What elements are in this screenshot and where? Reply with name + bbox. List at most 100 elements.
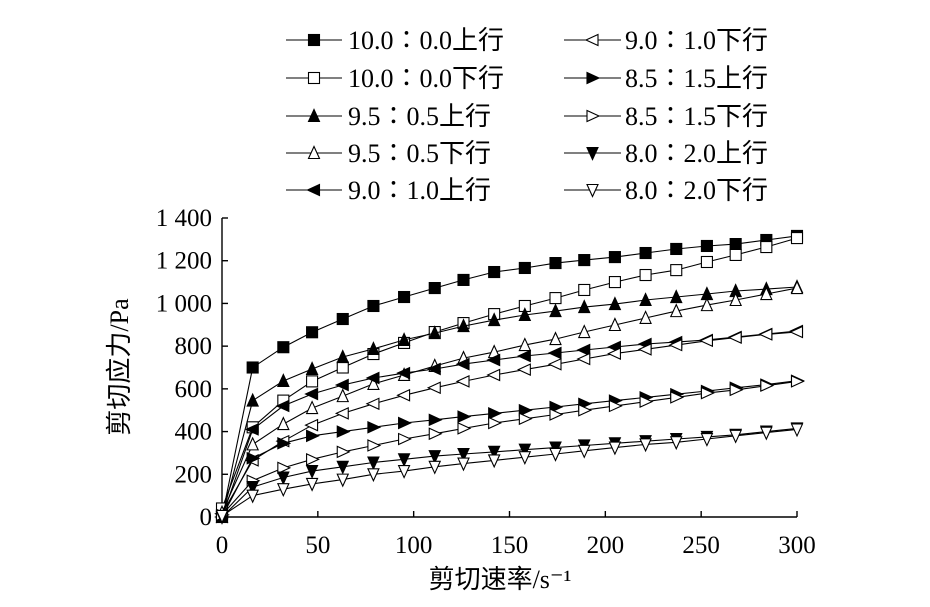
series-4-point-19 xyxy=(790,280,804,295)
series-4-point-16 xyxy=(700,297,714,312)
series-10-point-9 xyxy=(487,454,501,469)
y-tick-label: 600 xyxy=(175,376,213,403)
series-10-point-7 xyxy=(428,460,442,475)
series-1-point-4 xyxy=(336,312,349,326)
series-7-point-1 xyxy=(246,451,261,465)
series-4-point-10 xyxy=(518,337,532,352)
series-6-point-15 xyxy=(668,338,683,352)
series-10-line xyxy=(221,428,798,517)
series-5-point-12 xyxy=(576,343,591,357)
series-5-point-2 xyxy=(275,399,290,413)
x-tick-label: 50 xyxy=(305,532,330,559)
legend-entry: 10.0∶0.0下行 xyxy=(286,64,504,93)
series-4-point-11 xyxy=(549,331,562,346)
legend-label: 8.0∶2.0上行 xyxy=(625,139,768,168)
series-6 xyxy=(214,325,804,521)
series-10-point-12 xyxy=(577,444,591,459)
legend-marker xyxy=(307,71,321,85)
legend-marker xyxy=(584,33,599,47)
legend-marker xyxy=(307,108,321,123)
legend-entry: 9.5∶0.5下行 xyxy=(286,139,491,168)
series-7-point-10 xyxy=(518,403,533,417)
legend: 10.0∶0.0上行 10.0∶0.0下行 9.5∶0.5上行 9.5∶0.5下行 9.… xyxy=(286,26,768,205)
legend-label: 10.0∶0.0下行 xyxy=(348,64,504,93)
series-3-point-8 xyxy=(457,318,470,333)
series-10-point-1 xyxy=(246,489,260,504)
legend-entry: 8.5∶1.5下行 xyxy=(564,102,768,131)
series-8-point-9 xyxy=(488,416,502,430)
series-6-point-6 xyxy=(396,388,411,402)
series-6-line xyxy=(221,331,798,515)
series-2-point-13 xyxy=(608,276,621,289)
series-5-point-9 xyxy=(486,353,501,367)
series-4-point-14 xyxy=(639,310,652,325)
series-10-point-6 xyxy=(397,465,411,479)
series-6-point-16 xyxy=(699,334,713,348)
series-2-point-16 xyxy=(700,255,713,269)
y-tick-label: 800 xyxy=(175,333,213,360)
series-3-point-12 xyxy=(577,299,591,314)
series-3-point-7 xyxy=(428,325,442,340)
series-6-point-3 xyxy=(304,418,319,432)
series-3-point-11 xyxy=(549,303,562,318)
series-3-point-3 xyxy=(305,361,319,376)
x-tick-label: 0 xyxy=(216,532,229,559)
series-8-point-17 xyxy=(729,383,744,397)
series-1 xyxy=(215,229,804,524)
series-9-point-1 xyxy=(246,481,260,495)
series-6-point-5 xyxy=(365,397,380,411)
y-axis-label: 剪切应力/Pa xyxy=(105,298,134,436)
series-6-point-12 xyxy=(576,352,591,366)
series-5-point-7 xyxy=(426,362,441,376)
series-1-point-11 xyxy=(549,257,562,270)
series-6-point-4 xyxy=(334,407,349,420)
series-4-point-4 xyxy=(336,388,350,403)
series-8-point-10 xyxy=(518,412,533,426)
series-7-point-3 xyxy=(306,429,320,443)
legend-marker xyxy=(586,183,599,198)
series-5-point-11 xyxy=(547,346,562,360)
series-4-point-1 xyxy=(246,436,260,451)
series-8-point-5 xyxy=(367,439,382,452)
series-6-point-10 xyxy=(517,363,531,376)
legend-label: 8.5∶1.5上行 xyxy=(625,64,768,93)
series-10-point-3 xyxy=(305,477,319,492)
series-8-point-18 xyxy=(760,379,775,393)
series-9-point-8 xyxy=(457,447,470,462)
series-8-point-8 xyxy=(457,422,472,435)
series-2-point-17 xyxy=(729,248,742,261)
series-1-point-9 xyxy=(488,265,501,279)
series-10-point-0 xyxy=(215,509,229,524)
series-6-point-14 xyxy=(637,342,652,356)
series-2-point-11 xyxy=(549,292,562,305)
y-tick-label: 1 400 xyxy=(156,205,212,232)
series-8-point-14 xyxy=(639,395,654,409)
legend-entry: 8.5∶1.5上行 xyxy=(564,64,768,93)
series-9-point-9 xyxy=(487,445,501,460)
x-tick-label: 300 xyxy=(778,532,816,559)
series-7-point-7 xyxy=(428,413,443,427)
series-7-point-9 xyxy=(488,407,502,420)
series-8-point-16 xyxy=(700,386,715,400)
legend-label: 9.5∶0.5下行 xyxy=(348,139,491,168)
series-8-point-6 xyxy=(398,432,412,446)
series-9-point-5 xyxy=(367,456,380,471)
series-7-point-2 xyxy=(277,436,292,450)
legend-entry: 8.0∶2.0下行 xyxy=(564,176,768,205)
series-6-point-11 xyxy=(547,357,562,371)
series-2-point-12 xyxy=(578,283,591,297)
legend-label: 9.0∶1.0下行 xyxy=(625,26,768,55)
series-6-point-18 xyxy=(758,328,773,341)
series-3-point-10 xyxy=(518,307,532,322)
series-4-point-2 xyxy=(276,416,290,431)
series-10-point-16 xyxy=(700,432,714,447)
series-8-point-13 xyxy=(608,399,623,413)
series-10-point-18 xyxy=(759,426,773,441)
legend-marker xyxy=(307,145,321,160)
y-tick-label: 400 xyxy=(175,419,213,446)
series-7-point-8 xyxy=(457,410,472,423)
series-8-point-3 xyxy=(306,452,320,466)
axes: 0 200 400 600 800 1 000 1 200 1 400 0 50 100 150 200… xyxy=(156,205,816,559)
series-10-point-13 xyxy=(608,441,622,456)
